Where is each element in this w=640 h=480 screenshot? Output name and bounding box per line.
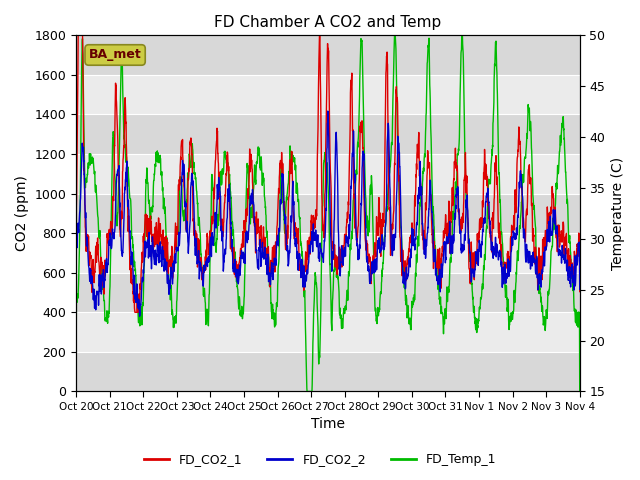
X-axis label: Time: Time (311, 418, 345, 432)
Bar (76, 193, 580, 233)
Legend: FD_CO2_1, FD_CO2_2, FD_Temp_1: FD_CO2_1, FD_CO2_2, FD_Temp_1 (139, 448, 501, 471)
Bar (76, 312, 580, 352)
Title: FD Chamber A CO2 and Temp: FD Chamber A CO2 and Temp (214, 15, 442, 30)
Bar (76, 233, 580, 273)
Y-axis label: Temperature (C): Temperature (C) (611, 157, 625, 270)
Bar (76, 36, 580, 75)
Y-axis label: CO2 (ppm): CO2 (ppm) (15, 176, 29, 252)
Text: BA_met: BA_met (89, 48, 141, 61)
Bar (76, 154, 580, 193)
Bar (76, 114, 580, 154)
Bar (76, 273, 580, 312)
Bar (76, 352, 580, 391)
Bar (76, 75, 580, 114)
